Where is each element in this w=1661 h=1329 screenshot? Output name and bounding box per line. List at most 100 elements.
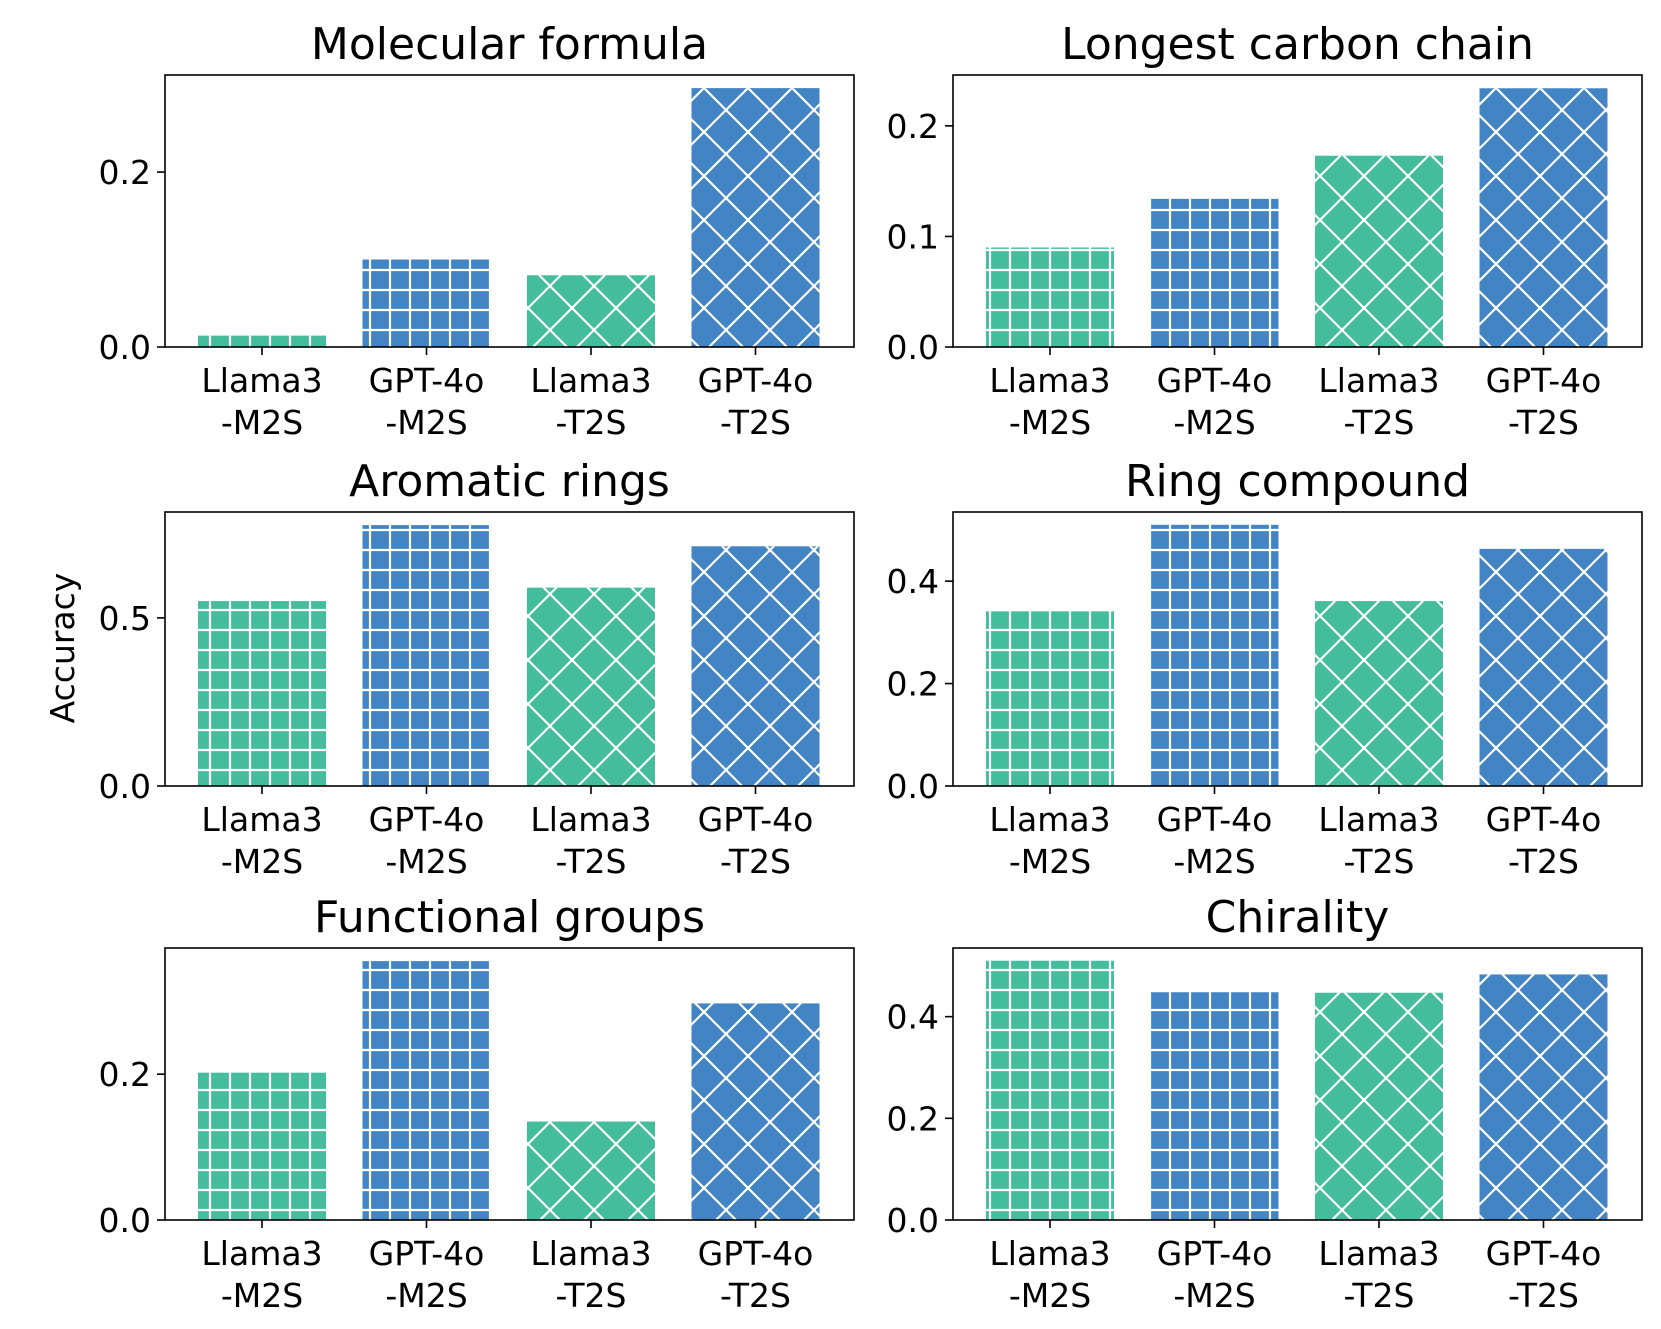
x-tick-label: -M2S (1173, 842, 1255, 881)
y-tick-label: 0.2 (887, 107, 939, 146)
x-tick-label: -M2S (1009, 403, 1091, 442)
bar-hatch (1315, 155, 1443, 347)
x-tick-label: -M2S (1173, 1276, 1255, 1315)
y-tick-label: 0.0 (887, 1201, 939, 1240)
x-tick-label: Llama3 (530, 361, 651, 400)
x-tick-label: Llama3 (201, 1234, 322, 1273)
x-tick-label: -M2S (1009, 1276, 1091, 1315)
chart-panel: Aromatic ringsLlama3-M2SGPT-4o-M2SLlama3… (99, 456, 855, 881)
x-tick-label: Llama3 (989, 800, 1110, 839)
bar-hatch (1315, 992, 1443, 1220)
x-tick-label: GPT-4o (698, 1234, 814, 1273)
y-tick-label: 0.0 (887, 767, 939, 806)
y-tick-label: 0.2 (99, 153, 151, 192)
x-tick-label: -T2S (720, 1276, 791, 1315)
y-tick-label: 0.4 (887, 998, 939, 1037)
x-tick-label: -M2S (1173, 403, 1255, 442)
y-tick-label: 0.2 (887, 1099, 939, 1138)
y-tick-label: 0.1 (887, 217, 939, 256)
chart-panel: Longest carbon chainLlama3-M2SGPT-4o-M2S… (887, 19, 1643, 442)
bar-hatch (198, 601, 326, 786)
bar-hatch (198, 1072, 326, 1220)
x-tick-label: GPT-4o (1486, 800, 1602, 839)
axes-frame (952, 74, 1643, 348)
x-tick-label: Llama3 (1318, 1234, 1439, 1273)
x-tick-label: Llama3 (201, 800, 322, 839)
bar-hatch (986, 611, 1114, 786)
x-tick-label: -M2S (221, 403, 303, 442)
y-tick-label: 0.0 (99, 767, 151, 806)
axes-frame (164, 74, 855, 348)
chart-panel: ChiralityLlama3-M2SGPT-4o-M2SLlama3-T2SG… (887, 892, 1643, 1315)
x-tick-label: -T2S (1508, 1276, 1579, 1315)
x-tick-label: GPT-4o (369, 1234, 485, 1273)
chart-title: Chirality (1206, 892, 1390, 943)
x-tick-label: Llama3 (1318, 361, 1439, 400)
y-tick-label: 0.5 (99, 599, 151, 638)
x-tick-label: GPT-4o (698, 800, 814, 839)
chart-title: Ring compound (1125, 456, 1470, 507)
x-tick-label: Llama3 (989, 1234, 1110, 1273)
y-tick-label: 0.0 (99, 328, 151, 367)
bar-hatch (1150, 524, 1279, 786)
chart-title: Longest carbon chain (1061, 19, 1534, 70)
y-axis-label: Accuracy (43, 573, 82, 724)
x-tick-label: GPT-4o (1157, 361, 1273, 400)
x-tick-label: -M2S (1009, 842, 1091, 881)
x-tick-label: -T2S (1344, 842, 1415, 881)
bar-hatch (986, 247, 1114, 347)
bar-hatch (362, 525, 491, 786)
chart-panel: Ring compoundLlama3-M2SGPT-4o-M2SLlama3-… (887, 456, 1643, 881)
axes-frame (952, 947, 1643, 1221)
bar-hatch (527, 1121, 655, 1220)
x-tick-label: GPT-4o (1486, 1234, 1602, 1273)
axes-frame (952, 511, 1643, 787)
y-tick-label: 0.4 (887, 562, 939, 601)
y-tick-label: 0.0 (887, 328, 939, 367)
x-tick-label: -T2S (1508, 403, 1579, 442)
bar-hatch (362, 259, 491, 347)
x-tick-label: GPT-4o (698, 361, 814, 400)
y-tick-label: 0.2 (99, 1055, 151, 1094)
x-tick-label: GPT-4o (369, 800, 485, 839)
x-tick-label: -M2S (385, 403, 467, 442)
bar-hatch (1479, 548, 1608, 786)
x-tick-label: -T2S (1344, 403, 1415, 442)
bar-hatch (527, 587, 655, 786)
x-tick-label: GPT-4o (1486, 361, 1602, 400)
x-tick-label: GPT-4o (1157, 800, 1273, 839)
y-tick-label: 0.2 (887, 665, 939, 704)
bar-hatch (362, 961, 491, 1220)
x-tick-label: -M2S (221, 1276, 303, 1315)
x-tick-label: -T2S (1344, 1276, 1415, 1315)
bar-hatch (691, 1003, 820, 1220)
x-tick-label: -T2S (556, 403, 627, 442)
x-tick-label: GPT-4o (369, 361, 485, 400)
bar-hatch (1150, 992, 1279, 1220)
x-tick-label: Llama3 (530, 1234, 651, 1273)
y-tick-label: 0.0 (99, 1201, 151, 1240)
x-tick-label: -T2S (556, 1276, 627, 1315)
axes-frame (164, 947, 855, 1221)
bar-hatch (1479, 88, 1608, 347)
x-tick-label: GPT-4o (1157, 1234, 1273, 1273)
chart-title: Aromatic rings (349, 456, 670, 507)
x-tick-label: Llama3 (989, 361, 1110, 400)
bar-hatch (198, 335, 326, 347)
chart-title: Functional groups (314, 892, 705, 943)
x-tick-label: -M2S (221, 842, 303, 881)
bar-hatch (691, 88, 820, 348)
bar-hatch (1150, 198, 1279, 347)
bar-hatch (1479, 974, 1608, 1220)
x-tick-label: -T2S (720, 842, 791, 881)
bar-hatch (691, 546, 820, 786)
x-tick-label: -M2S (385, 1276, 467, 1315)
chart-title: Molecular formula (311, 19, 708, 70)
x-tick-label: -T2S (720, 403, 791, 442)
chart-panel: Functional groupsLlama3-M2SGPT-4o-M2SLla… (99, 892, 855, 1315)
x-tick-label: Llama3 (1318, 800, 1439, 839)
axes-frame (164, 511, 855, 787)
x-tick-label: -M2S (385, 842, 467, 881)
x-tick-label: -T2S (556, 842, 627, 881)
